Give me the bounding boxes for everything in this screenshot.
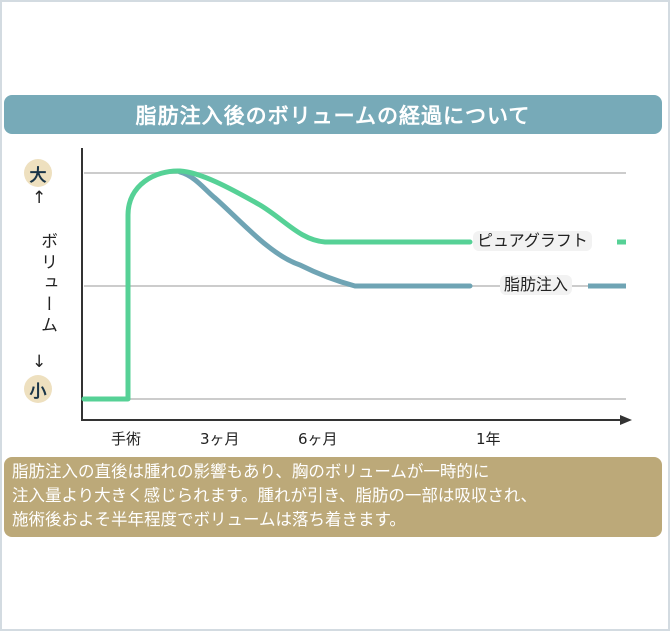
up-arrow-icon: ↑ <box>32 188 47 208</box>
legend-pure-graft: ピュアグラフト <box>473 231 592 251</box>
x-tick-surgery: 手術 <box>111 430 142 448</box>
pure-graft-line <box>81 168 473 402</box>
x-tick-1-year: 1年 <box>476 430 501 448</box>
down-arrow-icon: ↓ <box>32 352 47 372</box>
y-axis-top-badge: 大 <box>24 159 52 187</box>
y-axis-label: ボリューム <box>37 232 57 337</box>
explanation-text: 脂肪注入の直後は腫れの影響もあり、胸のボリュームが一時的に 注入量より大きく感じ… <box>12 462 538 529</box>
chart-title-bar: 脂肪注入後のボリュームの経過について <box>4 95 662 134</box>
x-tick-3-months: 3ヶ月 <box>200 430 240 448</box>
x-axis-arrow-icon <box>620 415 632 425</box>
y-axis-bottom-badge: 小 <box>24 375 52 403</box>
chart-title: 脂肪注入後のボリュームの経過について <box>135 103 531 128</box>
fat-injection-line <box>177 169 473 289</box>
x-tick-6-months: 6ヶ月 <box>298 430 338 448</box>
legend-fat-injection: 脂肪注入 <box>500 275 573 295</box>
explanation-box: 脂肪注入の直後は腫れの影響もあり、胸のボリュームが一時的に 注入量より大きく感じ… <box>4 457 662 537</box>
y-axis-bottom-label: 小 <box>29 381 47 402</box>
y-axis-top-label: 大 <box>29 165 47 186</box>
